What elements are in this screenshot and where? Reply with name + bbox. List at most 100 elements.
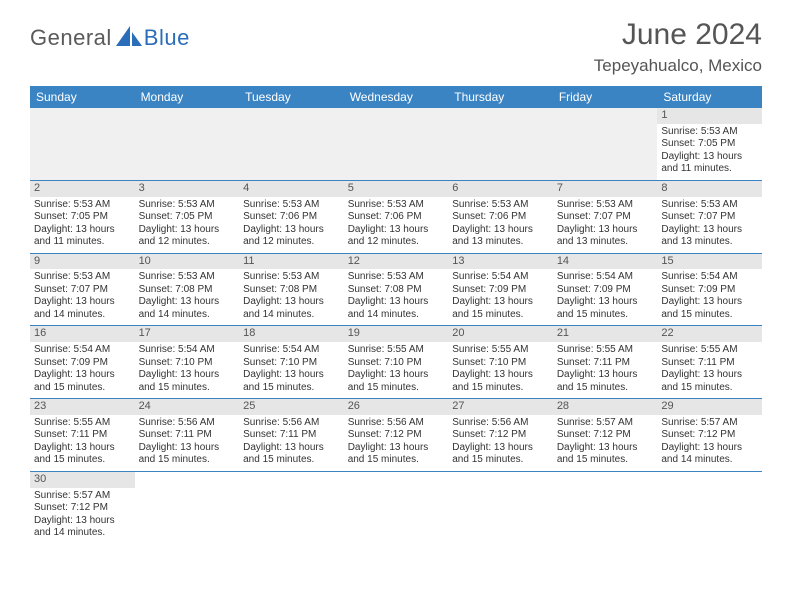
day-header-row: Sunday Monday Tuesday Wednesday Thursday… [30,86,762,108]
sunrise-line: Sunrise: 5:56 AM [452,417,549,430]
day-number: 27 [448,399,553,415]
page: General Blue June 2024 Tepeyahualco, Mex… [0,0,792,554]
sunrise-line: Sunrise: 5:54 AM [452,271,549,284]
calendar-cell: 28Sunrise: 5:57 AMSunset: 7:12 PMDayligh… [553,399,658,472]
daylight-line: Daylight: 13 hours [452,369,549,382]
calendar-cell: 12Sunrise: 5:53 AMSunset: 7:08 PMDayligh… [344,253,449,326]
daylight-line: Daylight: 13 hours [348,224,445,237]
calendar-cell: 5Sunrise: 5:53 AMSunset: 7:06 PMDaylight… [344,180,449,253]
calendar-week-row: 30Sunrise: 5:57 AMSunset: 7:12 PMDayligh… [30,471,762,543]
day-header: Monday [135,86,240,108]
daylight-line: and 13 minutes. [557,236,654,249]
daylight-line: Daylight: 13 hours [452,442,549,455]
daylight-line: Daylight: 13 hours [452,224,549,237]
calendar-body: 1Sunrise: 5:53 AMSunset: 7:05 PMDaylight… [30,108,762,544]
daylight-line: and 11 minutes. [34,236,131,249]
daylight-line: and 13 minutes. [661,236,758,249]
daylight-line: and 14 minutes. [34,527,131,540]
day-number: 24 [135,399,240,415]
daylight-line: Daylight: 13 hours [452,296,549,309]
sunset-line: Sunset: 7:05 PM [661,138,758,151]
calendar-cell: 8Sunrise: 5:53 AMSunset: 7:07 PMDaylight… [657,180,762,253]
calendar-cell: 21Sunrise: 5:55 AMSunset: 7:11 PMDayligh… [553,326,658,399]
logo: General Blue [30,24,190,51]
sunset-line: Sunset: 7:10 PM [452,357,549,370]
sunrise-line: Sunrise: 5:54 AM [557,271,654,284]
day-number: 7 [553,181,658,197]
day-number: 23 [30,399,135,415]
day-number: 26 [344,399,449,415]
month-title: June 2024 [594,18,762,52]
sunrise-line: Sunrise: 5:54 AM [661,271,758,284]
daylight-line: Daylight: 13 hours [348,369,445,382]
sunrise-line: Sunrise: 5:53 AM [557,199,654,212]
calendar-week-row: 23Sunrise: 5:55 AMSunset: 7:11 PMDayligh… [30,399,762,472]
daylight-line: Daylight: 13 hours [34,515,131,528]
sunrise-line: Sunrise: 5:57 AM [557,417,654,430]
day-number: 17 [135,326,240,342]
calendar-cell: 14Sunrise: 5:54 AMSunset: 7:09 PMDayligh… [553,253,658,326]
sunset-line: Sunset: 7:10 PM [243,357,340,370]
daylight-line: Daylight: 13 hours [661,442,758,455]
day-number: 4 [239,181,344,197]
daylight-line: Daylight: 13 hours [348,296,445,309]
calendar-cell [553,108,658,180]
sunset-line: Sunset: 7:09 PM [661,284,758,297]
logo-text-general: General [30,25,112,51]
calendar-cell: 15Sunrise: 5:54 AMSunset: 7:09 PMDayligh… [657,253,762,326]
calendar-cell: 3Sunrise: 5:53 AMSunset: 7:05 PMDaylight… [135,180,240,253]
calendar-cell: 22Sunrise: 5:55 AMSunset: 7:11 PMDayligh… [657,326,762,399]
sunrise-line: Sunrise: 5:54 AM [34,344,131,357]
calendar-cell: 7Sunrise: 5:53 AMSunset: 7:07 PMDaylight… [553,180,658,253]
daylight-line: and 12 minutes. [243,236,340,249]
calendar-cell: 11Sunrise: 5:53 AMSunset: 7:08 PMDayligh… [239,253,344,326]
calendar-cell [30,108,135,180]
calendar-cell: 25Sunrise: 5:56 AMSunset: 7:11 PMDayligh… [239,399,344,472]
day-number: 22 [657,326,762,342]
daylight-line: Daylight: 13 hours [34,442,131,455]
daylight-line: Daylight: 13 hours [34,224,131,237]
daylight-line: and 15 minutes. [243,382,340,395]
day-number: 14 [553,254,658,270]
sunrise-line: Sunrise: 5:53 AM [661,126,758,139]
daylight-line: Daylight: 13 hours [34,369,131,382]
calendar-week-row: 16Sunrise: 5:54 AMSunset: 7:09 PMDayligh… [30,326,762,399]
daylight-line: Daylight: 13 hours [661,151,758,164]
sunrise-line: Sunrise: 5:53 AM [661,199,758,212]
sunset-line: Sunset: 7:08 PM [243,284,340,297]
day-number: 25 [239,399,344,415]
daylight-line: and 15 minutes. [348,382,445,395]
daylight-line: Daylight: 13 hours [557,442,654,455]
daylight-line: and 15 minutes. [139,382,236,395]
day-number: 29 [657,399,762,415]
calendar-cell: 27Sunrise: 5:56 AMSunset: 7:12 PMDayligh… [448,399,553,472]
sunrise-line: Sunrise: 5:55 AM [557,344,654,357]
daylight-line: and 13 minutes. [452,236,549,249]
daylight-line: and 15 minutes. [557,382,654,395]
day-number: 11 [239,254,344,270]
calendar-cell: 6Sunrise: 5:53 AMSunset: 7:06 PMDaylight… [448,180,553,253]
daylight-line: Daylight: 13 hours [139,442,236,455]
day-number: 13 [448,254,553,270]
sunrise-line: Sunrise: 5:57 AM [34,490,131,503]
location: Tepeyahualco, Mexico [594,56,762,76]
daylight-line: and 15 minutes. [452,454,549,467]
day-number: 8 [657,181,762,197]
sunrise-line: Sunrise: 5:56 AM [243,417,340,430]
logo-sail-icon [116,24,142,51]
day-number: 9 [30,254,135,270]
sunset-line: Sunset: 7:08 PM [348,284,445,297]
daylight-line: Daylight: 13 hours [661,224,758,237]
sunrise-line: Sunrise: 5:53 AM [243,199,340,212]
day-number: 21 [553,326,658,342]
daylight-line: Daylight: 13 hours [557,224,654,237]
daylight-line: and 15 minutes. [557,454,654,467]
day-number: 20 [448,326,553,342]
sunset-line: Sunset: 7:11 PM [243,429,340,442]
day-header: Friday [553,86,658,108]
calendar-cell: 13Sunrise: 5:54 AMSunset: 7:09 PMDayligh… [448,253,553,326]
day-header: Sunday [30,86,135,108]
day-number: 2 [30,181,135,197]
day-number: 6 [448,181,553,197]
daylight-line: Daylight: 13 hours [139,369,236,382]
